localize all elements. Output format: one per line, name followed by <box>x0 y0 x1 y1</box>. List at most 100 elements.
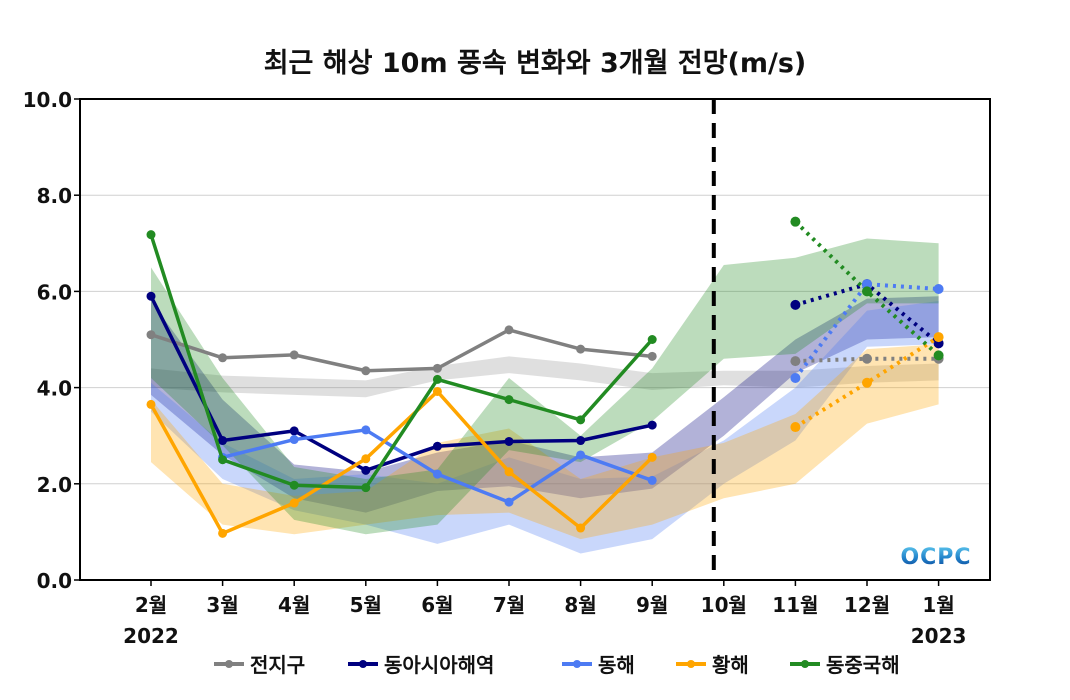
x-tick-label: 7월 <box>493 593 525 617</box>
observed-point-동아시아해역 <box>647 420 657 430</box>
y-tick-label: 10.0 <box>23 88 72 112</box>
observed-point-동해 <box>504 497 514 507</box>
series-lines <box>146 216 944 538</box>
forecast-point-동해 <box>790 372 801 383</box>
legend-label: 황해 <box>712 653 749 677</box>
spread-bands <box>151 238 939 554</box>
observed-line-전지구 <box>150 328 653 373</box>
observed-point-황해 <box>504 467 514 477</box>
observed-point-동아시아해역 <box>361 465 371 475</box>
observed-point-동아시아해역 <box>146 291 156 301</box>
x-tick-label: 12월 <box>844 593 890 617</box>
observed-line-동중국해 <box>149 234 654 490</box>
observed-point-전지구 <box>504 325 514 335</box>
forecast-point-동중국해 <box>933 350 944 361</box>
x-tick-label: 6월 <box>421 593 453 617</box>
observed-line-황해 <box>149 389 654 536</box>
observed-point-황해 <box>289 498 299 508</box>
band-황해 <box>151 344 939 540</box>
legend: 전지구 동아시아해역 동해 황해 동중국해 <box>214 653 900 677</box>
observed-point-황해 <box>647 452 657 462</box>
observed-point-동아시아해역 <box>218 436 228 446</box>
x-year-label: 2022 <box>123 624 179 648</box>
forecast-point-동아시아해역 <box>790 299 801 310</box>
observed-point-동해 <box>432 469 442 479</box>
y-tick-label: 4.0 <box>37 377 72 401</box>
legend-item: 동해 <box>562 653 635 677</box>
observed-point-동중국해 <box>576 415 586 425</box>
observed-point-황해 <box>432 386 442 396</box>
observed-point-동중국해 <box>647 335 657 344</box>
legend-item: 동아시아해역 <box>348 653 494 677</box>
chart-title: 최근 해상 10m 풍속 변화와 3개월 전망(m/s) <box>264 48 807 79</box>
observed-point-황해 <box>146 399 156 409</box>
observed-point-전지구 <box>146 330 156 340</box>
legend-marker <box>801 660 809 668</box>
observed-point-동중국해 <box>218 455 228 465</box>
forecast-point-황해 <box>790 422 801 433</box>
band-동아시아해역 <box>151 296 939 513</box>
legend-label: 전지구 <box>250 653 305 677</box>
y-axis-ticks: 0.0 2.0 4.0 6.0 8.0 10.0 <box>23 88 80 593</box>
forecast-point-황해 <box>933 332 944 343</box>
observed-point-전지구 <box>218 353 228 363</box>
x-tick-label: 1월 <box>922 593 954 617</box>
observed-point-동중국해 <box>432 374 442 384</box>
logo-text: OCPC <box>900 545 971 570</box>
forecast-point-동해 <box>862 279 872 290</box>
observed-point-전지구 <box>361 366 371 376</box>
y-tick-label: 0.0 <box>37 569 72 593</box>
observed-point-전지구 <box>576 344 586 354</box>
observed-point-동중국해 <box>361 483 371 493</box>
observed-point-황해 <box>576 523 586 533</box>
legend-label: 동해 <box>598 653 635 677</box>
legend-item: 전지구 <box>214 653 305 677</box>
legend-label: 동아시아해역 <box>384 653 494 677</box>
forecast-point-전지구 <box>862 353 872 364</box>
observed-point-황해 <box>361 454 371 464</box>
legend-item: 황해 <box>676 653 749 677</box>
band-전지구 <box>151 356 939 398</box>
x-axis-ticks: 2월 3월 4월 5월 6월 7월 8월 9월 10월 11월 12월 1월 2022 2023 <box>123 580 966 648</box>
band-동해 <box>151 301 939 554</box>
observed-point-동해 <box>576 450 586 460</box>
forecast-point-전지구 <box>790 356 801 367</box>
observed-point-동아시아해역 <box>289 426 299 436</box>
legend-marker <box>225 660 233 668</box>
legend-item: 동중국해 <box>790 653 900 677</box>
forecast-point-동해 <box>933 283 944 294</box>
legend-marker <box>359 660 367 668</box>
observed-point-전지구 <box>647 351 657 361</box>
observed-point-동아시아해역 <box>576 436 586 446</box>
x-tick-label: 9월 <box>636 593 668 617</box>
x-tick-label: 8월 <box>564 593 596 617</box>
observed-point-동중국해 <box>146 230 156 240</box>
x-tick-label: 2월 <box>135 593 167 617</box>
x-tick-label: 10월 <box>701 593 747 617</box>
y-tick-label: 2.0 <box>37 473 72 497</box>
x-tick-label: 11월 <box>772 593 818 617</box>
x-year-label: 2023 <box>911 624 967 648</box>
x-tick-label: 5월 <box>350 593 382 617</box>
observed-point-동중국해 <box>289 480 299 490</box>
plot-frame <box>79 98 991 581</box>
forecast-line-동중국해 <box>794 220 940 357</box>
legend-marker <box>687 660 695 668</box>
forecast-point-동중국해 <box>862 286 872 297</box>
legend-label: 동중국해 <box>826 653 900 677</box>
observed-point-동중국해 <box>504 395 514 405</box>
x-tick-label: 4월 <box>278 593 310 617</box>
ocpc-logo: OCPC <box>900 545 971 570</box>
observed-point-동해 <box>647 475 657 485</box>
legend-marker <box>573 660 581 668</box>
x-tick-label: 3월 <box>206 593 238 617</box>
observed-point-동해 <box>289 435 299 445</box>
observed-point-동아시아해역 <box>504 436 514 446</box>
observed-point-전지구 <box>432 363 442 373</box>
forecast-point-동중국해 <box>790 216 801 227</box>
y-tick-label: 6.0 <box>37 280 72 304</box>
observed-point-동해 <box>361 425 371 435</box>
observed-line-동아시아해역 <box>149 295 653 473</box>
observed-point-동아시아해역 <box>432 441 442 451</box>
